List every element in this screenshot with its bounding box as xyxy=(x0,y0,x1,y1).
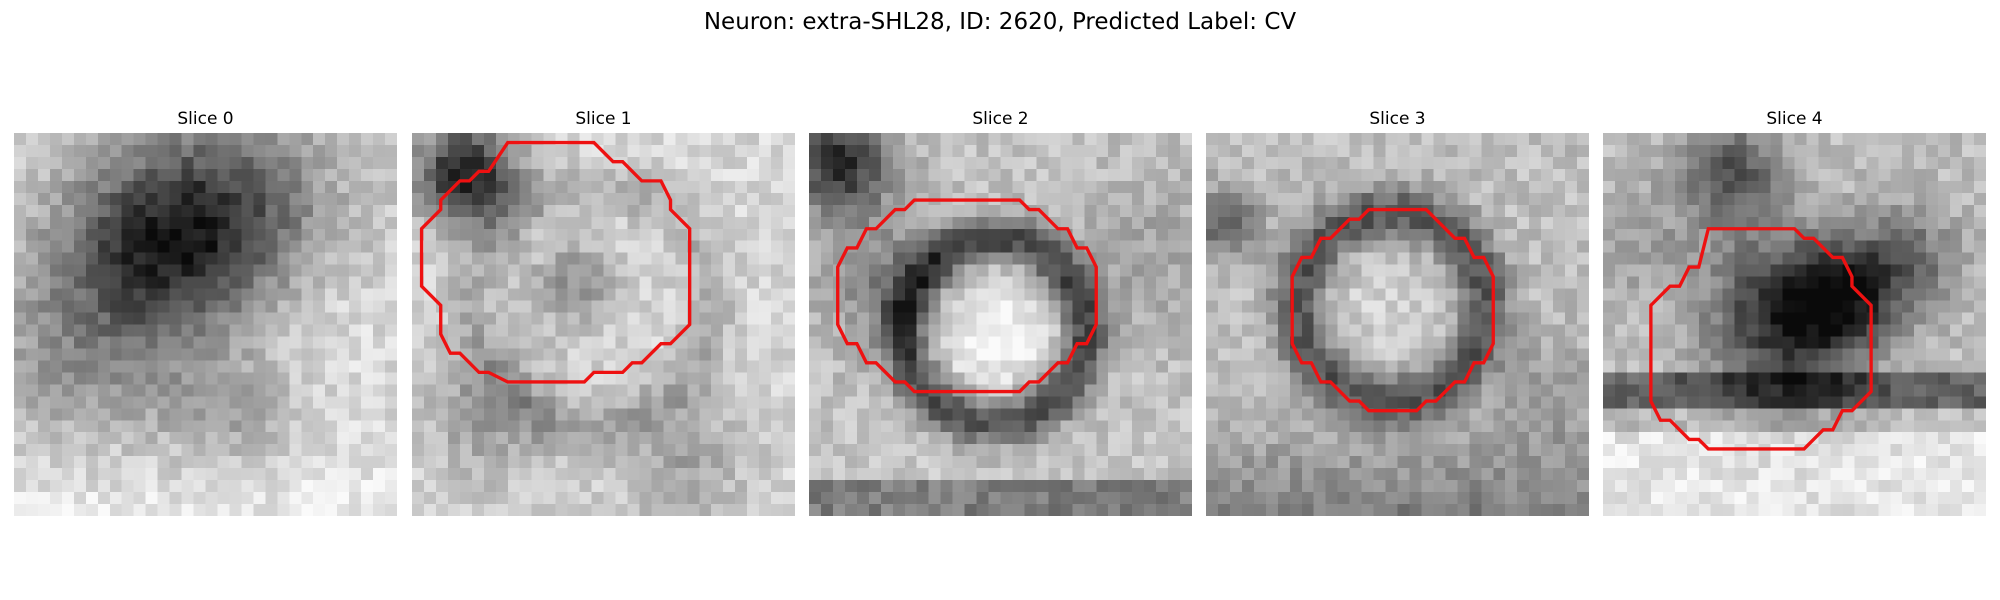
slice-image-4 xyxy=(1603,133,1986,516)
slice-title: Slice 0 xyxy=(177,109,234,129)
micrograph-0 xyxy=(14,133,397,516)
slice-title: Slice 2 xyxy=(972,109,1029,129)
micrograph-4 xyxy=(1603,133,1986,516)
slice-image-1 xyxy=(412,133,795,516)
micrograph-1 xyxy=(412,133,795,516)
roi-contour xyxy=(1649,227,1873,451)
slice-image-3 xyxy=(1206,133,1589,516)
micrograph-3 xyxy=(1206,133,1589,516)
roi-contour xyxy=(419,140,692,384)
slice-title: Slice 1 xyxy=(575,109,632,129)
micrograph-2 xyxy=(809,133,1192,516)
slice-title: Slice 4 xyxy=(1766,109,1823,129)
roi-contour xyxy=(836,198,1098,394)
slice-title: Slice 3 xyxy=(1369,109,1426,129)
roi-contour xyxy=(1290,207,1495,413)
slice-image-2 xyxy=(809,133,1192,516)
figure-title: Neuron: extra-SHL28, ID: 2620, Predicted… xyxy=(703,9,1297,35)
slice-image-0 xyxy=(14,133,397,516)
